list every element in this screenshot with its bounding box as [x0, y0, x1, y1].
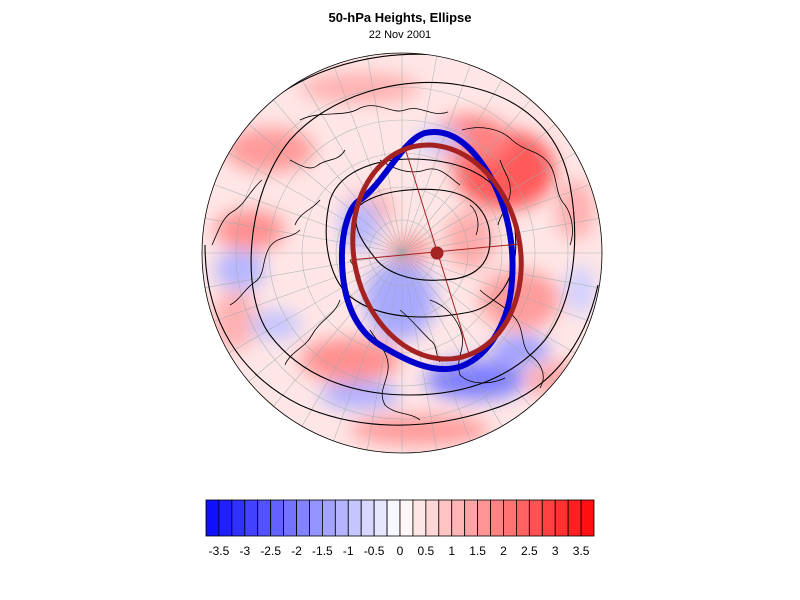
meridian-line — [401, 124, 556, 254]
meridian-line — [401, 252, 576, 354]
colorbar-tick-label: -1 — [343, 544, 354, 558]
colorbar-bin — [321, 499, 336, 537]
meridian-line — [401, 184, 591, 254]
colorbar-tick-label: -2 — [291, 544, 302, 558]
colorbar-bin — [334, 499, 349, 537]
colorbar-bin — [567, 499, 582, 537]
meridian-line — [301, 252, 403, 427]
meridian-line — [401, 252, 591, 322]
colorbar-boxes — [205, 499, 595, 537]
meridian-line — [333, 252, 403, 442]
ellipse-centroid — [430, 246, 444, 260]
colorbar-bin — [257, 499, 272, 537]
colorbar-bin — [554, 499, 569, 537]
colorbar-bin — [412, 499, 427, 537]
colorbar-tick-label: 1.5 — [469, 544, 486, 558]
colorbar-tick-label: -2.5 — [260, 544, 281, 558]
colorbar-tick-label: 0 — [397, 544, 404, 558]
colorbar-tick-label: 2 — [500, 544, 507, 558]
meridian-line — [401, 252, 556, 382]
meridian-line — [401, 64, 471, 254]
colorbar-labels: -3.5 -3 -2.5 -2 -1.5 -1 -0.5 0 0.5 1 1.5 2 2.5 3 3.5 — [209, 544, 590, 558]
colorbar-bin — [438, 499, 453, 537]
colorbar-bin — [218, 499, 233, 537]
colorbar-bin — [528, 499, 543, 537]
meridian-line — [273, 99, 403, 254]
colorbar-tick-label: -3.5 — [209, 544, 230, 558]
meridian-line — [273, 252, 403, 407]
meridian-line — [204, 252, 403, 289]
colorbar-bin — [283, 499, 297, 537]
colorbar-bin — [580, 499, 595, 537]
meridian-line — [248, 252, 403, 382]
colorbar-bin — [360, 499, 375, 537]
colorbar-bin — [205, 499, 220, 537]
meridian-line — [366, 55, 403, 254]
colorbar-tick-label: 1 — [448, 544, 455, 558]
colorbar-tick-label: 0.5 — [418, 544, 435, 558]
colorbar-bin — [464, 499, 478, 537]
colorbar-bin — [477, 499, 491, 537]
meridian-line — [213, 184, 403, 254]
meridian-line — [401, 79, 503, 254]
colorbar-bin — [503, 499, 517, 537]
colorbar-bin — [399, 499, 414, 537]
colorbar-bin — [516, 499, 530, 537]
circulation-ellipses — [338, 129, 524, 373]
colorbar-bin — [347, 499, 362, 537]
colorbar-bin — [541, 499, 556, 537]
colorbar-bin — [373, 499, 388, 537]
meridian-line — [401, 252, 503, 427]
meridian-line — [213, 252, 403, 322]
colorbar-bin — [244, 499, 259, 537]
colorbar-bin — [451, 499, 466, 537]
colorbar-bin — [386, 499, 401, 537]
fitted-ellipse — [350, 142, 524, 362]
colorbar-tick-label: 3.5 — [573, 544, 590, 558]
colorbar-bin — [309, 499, 323, 537]
colorbar-bin — [270, 499, 284, 537]
colorbar-bin — [425, 499, 440, 537]
colorbar-tick-label: -3 — [239, 544, 250, 558]
meridian-line — [401, 99, 531, 254]
colorbar-tick-label: -1.5 — [312, 544, 333, 558]
meridian-line — [228, 152, 403, 254]
colorbar-tick-label: -0.5 — [364, 544, 385, 558]
colorbar-tick-label: 2.5 — [521, 544, 538, 558]
meridian-line — [228, 252, 403, 354]
meridian-line — [401, 252, 531, 407]
meridian-line — [401, 55, 438, 254]
map-title: 50-hPa Heights, Ellipse — [328, 10, 472, 25]
map-date: 22 Nov 2001 — [368, 29, 432, 41]
meridian-line — [401, 252, 471, 442]
colorbar-tick-label: 3 — [552, 544, 559, 558]
meridian-line — [301, 79, 403, 254]
colorbar-bin — [490, 499, 504, 537]
observed-vortex-edge — [338, 129, 516, 373]
meridian-line — [204, 217, 403, 254]
colorbar-bin — [231, 499, 246, 537]
colorbar-bin — [296, 499, 310, 537]
meridian-line — [248, 124, 403, 254]
meridian-line — [401, 152, 576, 254]
map-boundary — [201, 52, 603, 454]
meridian-line — [333, 64, 403, 254]
